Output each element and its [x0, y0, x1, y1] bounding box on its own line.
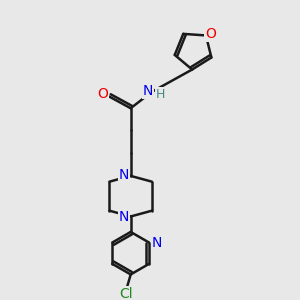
- Text: O: O: [205, 26, 216, 40]
- Text: Cl: Cl: [119, 287, 133, 300]
- Text: N: N: [119, 210, 129, 224]
- Text: N: N: [152, 236, 162, 250]
- Text: N: N: [119, 168, 129, 182]
- Text: O: O: [97, 87, 108, 101]
- Text: N: N: [143, 84, 153, 98]
- Text: H: H: [156, 88, 165, 101]
